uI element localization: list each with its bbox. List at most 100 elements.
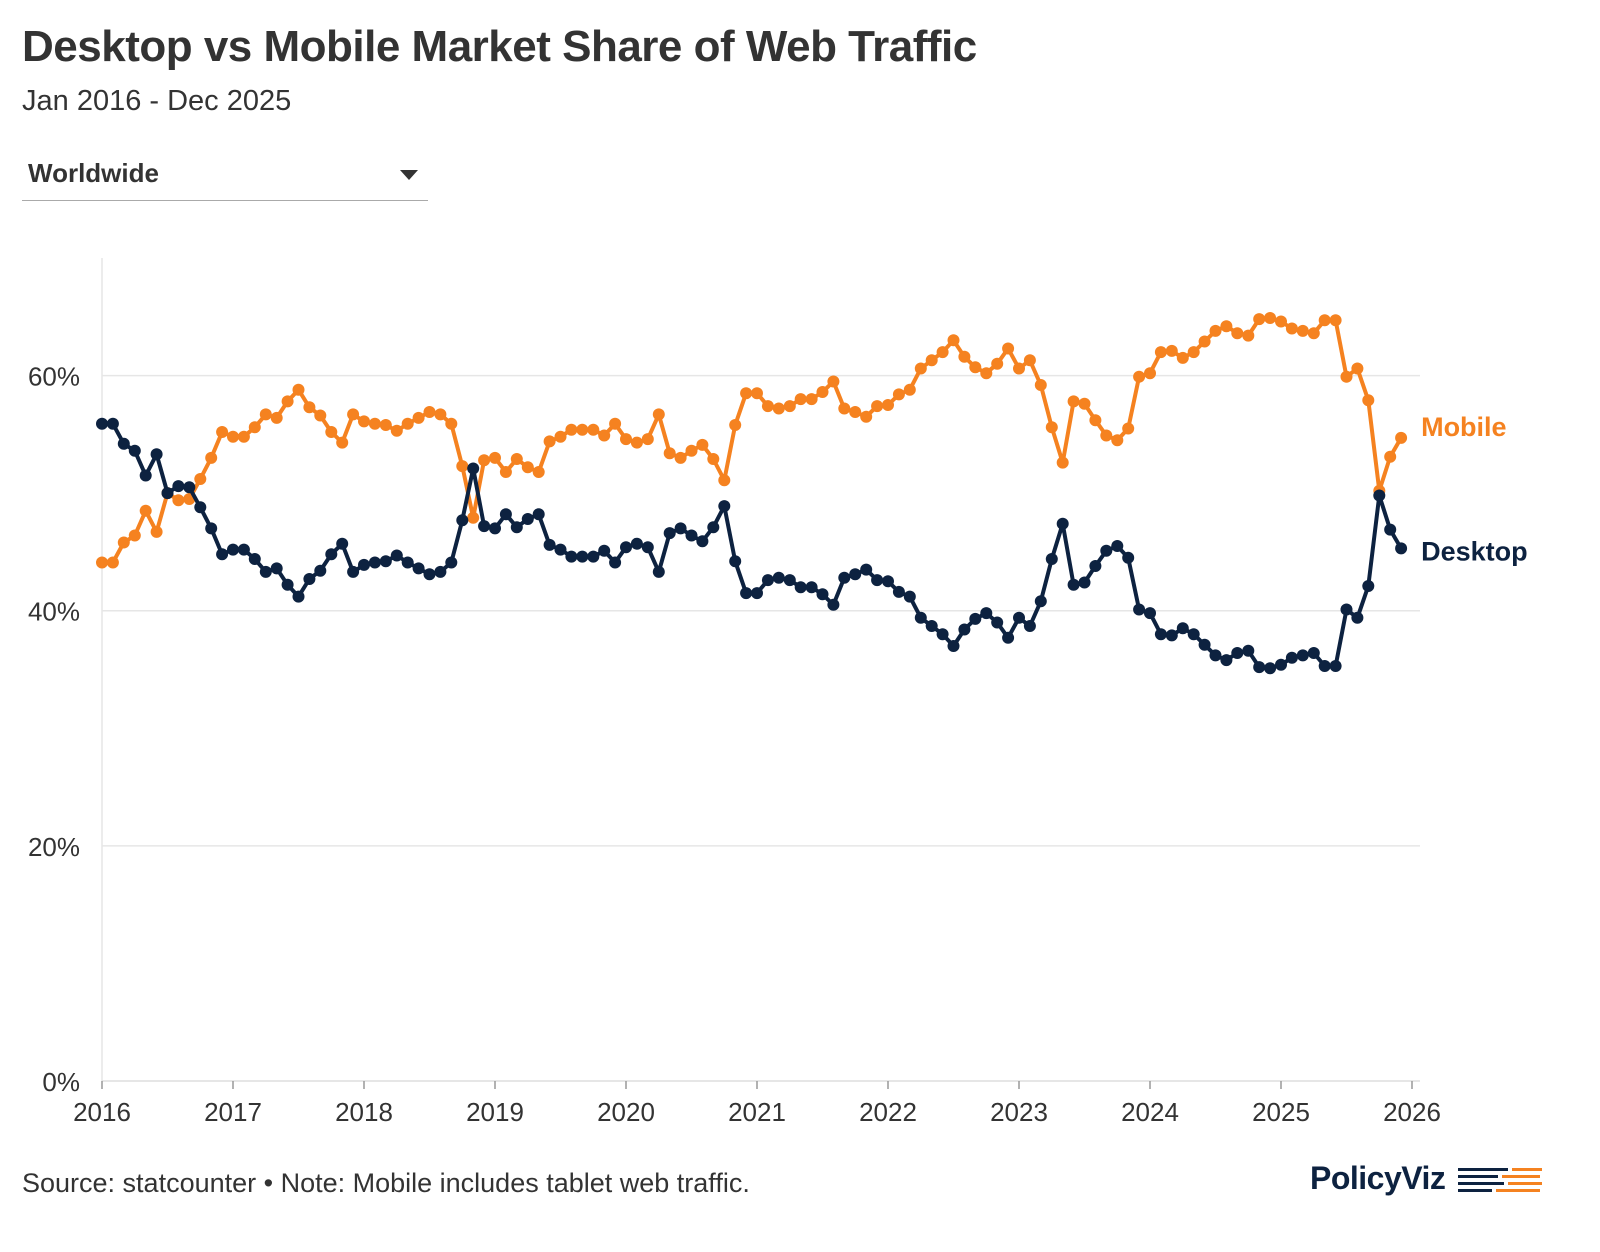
desktop-point[interactable] [1034,595,1047,608]
desktop-point[interactable] [1340,603,1353,616]
desktop-point[interactable] [1023,620,1036,632]
mobile-point[interactable] [314,409,327,422]
desktop-point[interactable] [1362,580,1375,592]
desktop-point[interactable] [1187,628,1200,641]
desktop-point[interactable] [609,556,622,569]
desktop-point[interactable] [871,574,884,587]
mobile-point[interactable] [1253,313,1266,326]
desktop-point[interactable] [194,501,207,514]
mobile-point[interactable] [281,395,294,408]
mobile-point[interactable] [401,417,414,430]
mobile-point[interactable] [936,346,949,359]
mobile-point[interactable] [445,417,458,430]
mobile-point[interactable] [1296,324,1309,337]
mobile-point[interactable] [663,447,676,460]
mobile-point[interactable] [248,421,261,434]
mobile-point[interactable] [609,417,622,430]
desktop-point[interactable] [685,529,698,542]
mobile-point[interactable] [576,423,589,436]
mobile-point[interactable] [139,504,152,517]
desktop-point[interactable] [554,543,567,556]
desktop-point[interactable] [1122,551,1135,564]
mobile-point[interactable] [903,383,916,396]
desktop-point[interactable] [751,587,763,600]
mobile-point[interactable] [620,433,632,446]
mobile-point[interactable] [860,410,873,423]
desktop-point[interactable] [1165,629,1178,642]
desktop-point[interactable] [1176,622,1189,635]
mobile-point[interactable] [718,474,731,487]
mobile-point[interactable] [685,444,698,457]
region-dropdown[interactable]: Worldwide [22,150,428,201]
mobile-point[interactable] [565,423,578,436]
desktop-point[interactable] [838,571,851,584]
mobile-point[interactable] [1034,379,1047,391]
mobile-point[interactable] [128,529,141,542]
mobile-point[interactable] [1056,456,1069,469]
desktop-point[interactable] [489,522,501,535]
desktop-point[interactable] [587,550,600,563]
mobile-point[interactable] [172,494,185,507]
desktop-point[interactable] [1209,649,1222,662]
mobile-point[interactable] [805,393,818,406]
mobile-point[interactable] [871,400,884,413]
desktop-point[interactable] [532,508,545,521]
desktop-point[interactable] [292,590,305,603]
mobile-point[interactable] [1045,421,1058,434]
desktop-point[interactable] [336,537,349,550]
desktop-point[interactable] [1242,644,1255,657]
desktop-point[interactable] [1198,638,1211,651]
mobile-point[interactable] [849,406,862,418]
desktop-point[interactable] [216,548,229,561]
desktop-point[interactable] [1351,611,1364,624]
mobile-point[interactable] [434,408,447,421]
desktop-point[interactable] [729,555,742,568]
mobile-point[interactable] [358,415,370,428]
mobile-point[interactable] [587,423,600,436]
mobile-point[interactable] [925,354,938,367]
desktop-point[interactable] [270,562,283,575]
desktop-point[interactable] [1275,658,1287,671]
desktop-point[interactable] [106,417,119,430]
mobile-point[interactable] [543,435,556,448]
desktop-point[interactable] [281,578,294,591]
desktop-point[interactable] [914,611,927,624]
desktop-point[interactable] [96,417,108,430]
mobile-point[interactable] [1165,344,1178,357]
mobile-point[interactable] [1023,354,1036,367]
desktop-point[interactable] [303,573,316,585]
desktop-point[interactable] [740,587,753,600]
mobile-point[interactable] [1100,429,1113,442]
desktop-point[interactable] [368,556,381,569]
mobile-point[interactable] [1133,370,1146,383]
desktop-point[interactable] [958,623,971,636]
desktop-point[interactable] [860,563,873,576]
desktop-point[interactable] [827,598,840,611]
desktop-point[interactable] [1056,517,1069,530]
mobile-point[interactable] [96,556,108,569]
desktop-point[interactable] [1231,647,1244,659]
mobile-point[interactable] [1154,346,1167,359]
mobile-point[interactable] [1013,362,1025,375]
desktop-point[interactable] [991,616,1004,629]
desktop-point[interactable] [456,514,469,527]
mobile-point[interactable] [292,383,305,396]
mobile-point[interactable] [489,451,501,464]
mobile-point[interactable] [303,401,316,414]
mobile-point[interactable] [652,408,665,421]
mobile-point[interactable] [1275,315,1287,328]
mobile-point[interactable] [270,411,283,424]
desktop-point[interactable] [805,581,818,594]
desktop-point[interactable] [499,508,512,521]
mobile-point[interactable] [914,362,927,375]
desktop-point[interactable] [1133,603,1146,616]
desktop-point[interactable] [1045,553,1058,565]
desktop-point[interactable] [314,564,327,577]
desktop-point[interactable] [401,556,414,569]
mobile-point[interactable] [761,400,774,413]
mobile-point[interactable] [1384,450,1397,463]
mobile-point[interactable] [794,393,807,406]
desktop-point[interactable] [1154,628,1167,641]
mobile-point[interactable] [1318,314,1331,327]
mobile-point[interactable] [1122,422,1135,435]
